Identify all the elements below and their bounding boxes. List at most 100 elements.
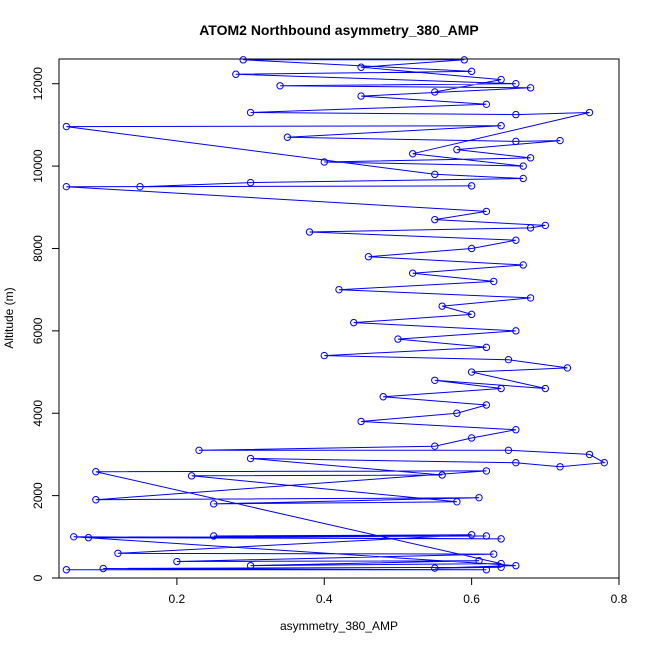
data-point xyxy=(210,500,218,508)
data-point xyxy=(541,384,550,393)
data-point xyxy=(114,549,122,557)
data-point xyxy=(92,468,100,476)
x-tick-label: 0.4 xyxy=(316,592,333,606)
data-point xyxy=(541,221,550,230)
data-point xyxy=(482,467,491,475)
data-point xyxy=(519,162,527,170)
y-tick-label: 0 xyxy=(31,574,45,581)
x-axis-label: asymmetry_380_AMP xyxy=(280,619,398,633)
data-point xyxy=(84,533,93,542)
data-point xyxy=(467,67,476,76)
data-point xyxy=(364,253,373,261)
data-point xyxy=(232,70,240,78)
data-point xyxy=(431,376,439,384)
data-point xyxy=(246,454,255,463)
data-point xyxy=(490,277,498,286)
data-point xyxy=(431,442,439,450)
data-point xyxy=(482,401,491,409)
data-point xyxy=(453,145,461,154)
data-point xyxy=(246,561,255,570)
data-point xyxy=(453,409,461,417)
data-point xyxy=(438,471,446,479)
data-point xyxy=(512,426,520,434)
y-tick-label: 6000 xyxy=(31,317,45,344)
x-tick-label: 0.2 xyxy=(169,592,186,606)
data-point xyxy=(556,463,564,471)
chart-title: ATOM2 Northbound asymmetry_380_AMP xyxy=(199,22,479,38)
data-point xyxy=(394,335,402,343)
data-point xyxy=(453,498,461,506)
data-point xyxy=(62,182,71,191)
data-point xyxy=(438,302,446,310)
data-point xyxy=(173,557,181,566)
data-point xyxy=(497,535,505,543)
series-line xyxy=(66,59,606,571)
data-point xyxy=(246,108,255,117)
data-point xyxy=(467,310,476,319)
x-tick-label: 0.8 xyxy=(611,592,628,606)
y-tick-label: 8000 xyxy=(31,235,45,262)
data-point xyxy=(585,108,594,117)
data-point xyxy=(482,100,491,109)
data-point xyxy=(497,122,505,130)
data-point xyxy=(239,56,247,64)
data-point xyxy=(283,133,292,141)
data-point xyxy=(92,496,100,504)
y-tick-label: 12000 xyxy=(31,67,45,101)
data-point xyxy=(467,182,476,190)
data-point xyxy=(475,557,483,565)
data-point xyxy=(490,550,498,558)
data-point xyxy=(70,533,78,541)
data-point xyxy=(136,182,144,191)
data-point xyxy=(519,174,527,183)
data-point xyxy=(99,564,107,573)
data-point xyxy=(526,224,535,232)
data-point xyxy=(357,63,365,71)
data-point xyxy=(512,236,520,244)
data-point xyxy=(431,215,439,224)
y-tick-label: 10000 xyxy=(31,149,45,183)
data-point xyxy=(460,56,468,64)
data-point xyxy=(357,92,365,100)
data-point xyxy=(431,88,439,96)
data-point xyxy=(467,434,476,442)
data-point xyxy=(556,136,564,145)
data-point xyxy=(504,446,513,455)
data-point xyxy=(526,154,535,162)
data-point xyxy=(187,472,196,480)
data-series xyxy=(62,56,608,574)
x-tick-label: 0.6 xyxy=(463,592,480,606)
data-point xyxy=(482,343,491,352)
data-point xyxy=(357,417,365,426)
data-point xyxy=(475,493,483,502)
data-point xyxy=(482,566,491,574)
data-point xyxy=(519,261,527,269)
data-point xyxy=(408,269,417,277)
data-point xyxy=(350,318,358,327)
data-point xyxy=(585,450,594,459)
data-point xyxy=(497,563,505,571)
data-point xyxy=(512,458,520,467)
data-point xyxy=(563,364,572,372)
data-point xyxy=(195,446,203,455)
data-point xyxy=(320,158,328,166)
data-point xyxy=(512,137,520,146)
data-point xyxy=(210,532,218,540)
data-point xyxy=(431,564,439,572)
data-point xyxy=(497,559,505,568)
data-point xyxy=(512,110,520,119)
data-point xyxy=(497,75,505,84)
data-point xyxy=(504,355,513,364)
data-point xyxy=(482,207,491,216)
data-point xyxy=(379,393,387,401)
data-point xyxy=(512,561,520,570)
data-point xyxy=(62,566,71,574)
data-point xyxy=(512,80,520,88)
data-point xyxy=(276,82,284,90)
data-point xyxy=(246,178,255,187)
data-point xyxy=(482,532,491,540)
x-axis: 0.2 0.4 0.6 0.8 xyxy=(169,577,628,606)
data-point xyxy=(497,384,505,393)
data-point xyxy=(335,285,343,294)
